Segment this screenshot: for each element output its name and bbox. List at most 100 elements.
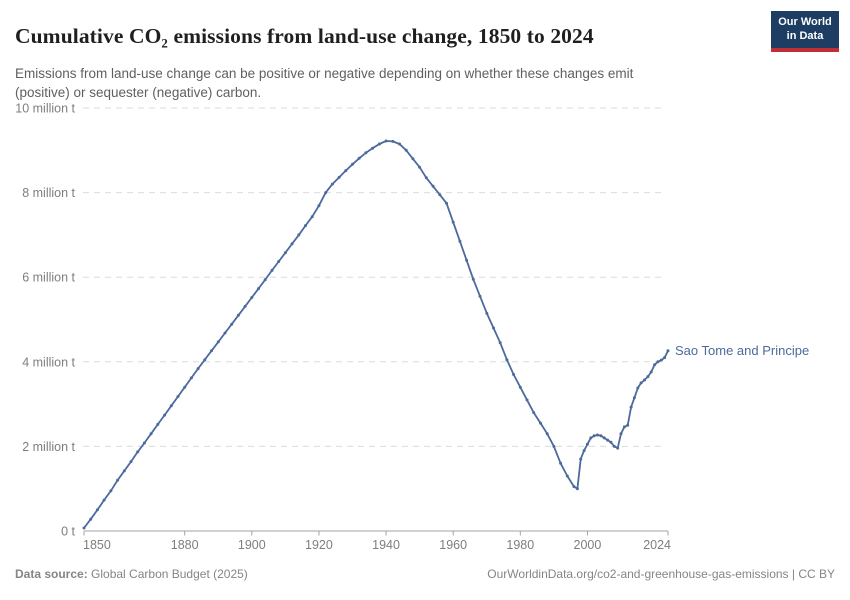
- data-point-marker[interactable]: [582, 449, 586, 453]
- data-point-marker[interactable]: [404, 148, 408, 152]
- data-point-marker[interactable]: [649, 370, 653, 374]
- line-chart-canvas[interactable]: 0 t 2 million t 4 million t 6 million t 8 mi…: [0, 0, 850, 560]
- data-point-marker[interactable]: [357, 156, 361, 160]
- data-point-marker[interactable]: [626, 423, 630, 427]
- data-point-marker[interactable]: [176, 395, 180, 398]
- data-point-marker[interactable]: [277, 260, 281, 263]
- data-point-marker[interactable]: [310, 215, 314, 219]
- data-point-marker[interactable]: [142, 441, 146, 445]
- data-point-marker[interactable]: [505, 358, 509, 362]
- data-point-marker[interactable]: [532, 411, 536, 415]
- data-point-marker[interactable]: [163, 413, 167, 417]
- data-point-marker[interactable]: [619, 432, 623, 436]
- data-point-marker[interactable]: [102, 498, 106, 502]
- data-point-marker[interactable]: [616, 446, 620, 450]
- data-point-marker[interactable]: [203, 358, 207, 362]
- data-point-marker[interactable]: [596, 433, 599, 437]
- data-point-marker[interactable]: [579, 457, 583, 461]
- data-point-marker[interactable]: [210, 349, 213, 353]
- data-point-marker[interactable]: [270, 268, 274, 272]
- data-point-marker[interactable]: [458, 239, 462, 243]
- data-point-marker[interactable]: [663, 356, 667, 360]
- data-point-marker[interactable]: [391, 139, 395, 143]
- data-point-marker[interactable]: [545, 432, 549, 436]
- data-point-marker[interactable]: [478, 294, 482, 298]
- data-point-marker[interactable]: [129, 460, 133, 464]
- data-point-marker[interactable]: [290, 242, 294, 246]
- data-point-marker[interactable]: [659, 358, 663, 362]
- data-point-marker[interactable]: [643, 378, 646, 382]
- data-point-marker[interactable]: [646, 375, 650, 379]
- data-point-marker[interactable]: [324, 191, 328, 195]
- attribution-link[interactable]: OurWorldinData.org/co2-and-greenhouse-ga…: [487, 567, 835, 581]
- data-point-marker[interactable]: [565, 474, 569, 478]
- data-point-marker[interactable]: [572, 485, 576, 489]
- data-point-marker[interactable]: [465, 258, 469, 262]
- owid-logo[interactable]: Our World in Data: [771, 11, 839, 52]
- data-point-marker[interactable]: [223, 331, 227, 335]
- data-point-marker[interactable]: [636, 386, 640, 390]
- data-point-marker[interactable]: [518, 385, 522, 389]
- data-point-marker[interactable]: [297, 233, 301, 237]
- data-point-marker[interactable]: [438, 193, 442, 197]
- data-point-marker[interactable]: [230, 322, 234, 326]
- data-point-marker[interactable]: [451, 220, 455, 224]
- data-point-marker[interactable]: [317, 204, 321, 208]
- data-point-marker[interactable]: [471, 277, 475, 281]
- data-point-marker[interactable]: [82, 526, 86, 530]
- data-point-marker[interactable]: [589, 436, 593, 440]
- data-point-marker[interactable]: [377, 142, 381, 146]
- data-point-marker[interactable]: [653, 363, 657, 367]
- series-line[interactable]: [83, 140, 669, 529]
- data-point-marker[interactable]: [656, 360, 660, 364]
- data-point-marker[interactable]: [552, 444, 556, 448]
- data-point-marker[interactable]: [216, 340, 220, 344]
- data-point-marker[interactable]: [602, 436, 606, 440]
- data-point-marker[interactable]: [612, 444, 616, 448]
- data-point-marker[interactable]: [263, 278, 267, 282]
- data-point-marker[interactable]: [666, 349, 670, 353]
- data-point-marker[interactable]: [149, 432, 153, 436]
- data-point-marker[interactable]: [599, 434, 603, 438]
- data-point-marker[interactable]: [196, 367, 200, 371]
- data-point-marker[interactable]: [330, 182, 334, 186]
- data-point-marker[interactable]: [304, 224, 307, 228]
- data-point-marker[interactable]: [364, 151, 368, 155]
- data-point-marker[interactable]: [575, 487, 579, 491]
- data-point-marker[interactable]: [183, 385, 187, 389]
- data-point-marker[interactable]: [592, 434, 596, 438]
- data-point-marker[interactable]: [606, 438, 610, 442]
- data-point-marker[interactable]: [243, 304, 247, 308]
- data-point-marker[interactable]: [109, 489, 113, 493]
- data-point-marker[interactable]: [485, 311, 489, 315]
- data-point-marker[interactable]: [189, 376, 193, 380]
- data-point-marker[interactable]: [122, 469, 126, 473]
- data-point-marker[interactable]: [337, 175, 341, 179]
- data-point-marker[interactable]: [431, 184, 435, 188]
- data-point-marker[interactable]: [424, 176, 428, 180]
- data-point-marker[interactable]: [236, 313, 240, 317]
- data-point-marker[interactable]: [257, 287, 260, 291]
- data-point-marker[interactable]: [116, 478, 120, 482]
- data-point-marker[interactable]: [492, 326, 495, 330]
- data-point-marker[interactable]: [512, 373, 516, 376]
- data-point-marker[interactable]: [622, 425, 626, 429]
- data-point-marker[interactable]: [371, 146, 375, 150]
- data-point-marker[interactable]: [250, 296, 254, 299]
- data-point-marker[interactable]: [398, 142, 401, 146]
- data-point-marker[interactable]: [445, 201, 448, 205]
- data-point-marker[interactable]: [156, 422, 160, 426]
- data-point-marker[interactable]: [95, 508, 99, 512]
- data-point-marker[interactable]: [344, 169, 348, 173]
- data-point-marker[interactable]: [169, 404, 173, 408]
- data-point-marker[interactable]: [585, 442, 589, 446]
- data-point-marker[interactable]: [498, 341, 502, 345]
- data-point-marker[interactable]: [351, 162, 354, 166]
- data-point-marker[interactable]: [639, 381, 643, 385]
- data-point-marker[interactable]: [632, 396, 636, 400]
- data-point-marker[interactable]: [539, 421, 542, 425]
- data-point-marker[interactable]: [411, 157, 415, 161]
- data-point-marker[interactable]: [384, 139, 388, 143]
- data-point-marker[interactable]: [136, 450, 140, 454]
- series-end-label[interactable]: Sao Tome and Principe: [675, 343, 809, 358]
